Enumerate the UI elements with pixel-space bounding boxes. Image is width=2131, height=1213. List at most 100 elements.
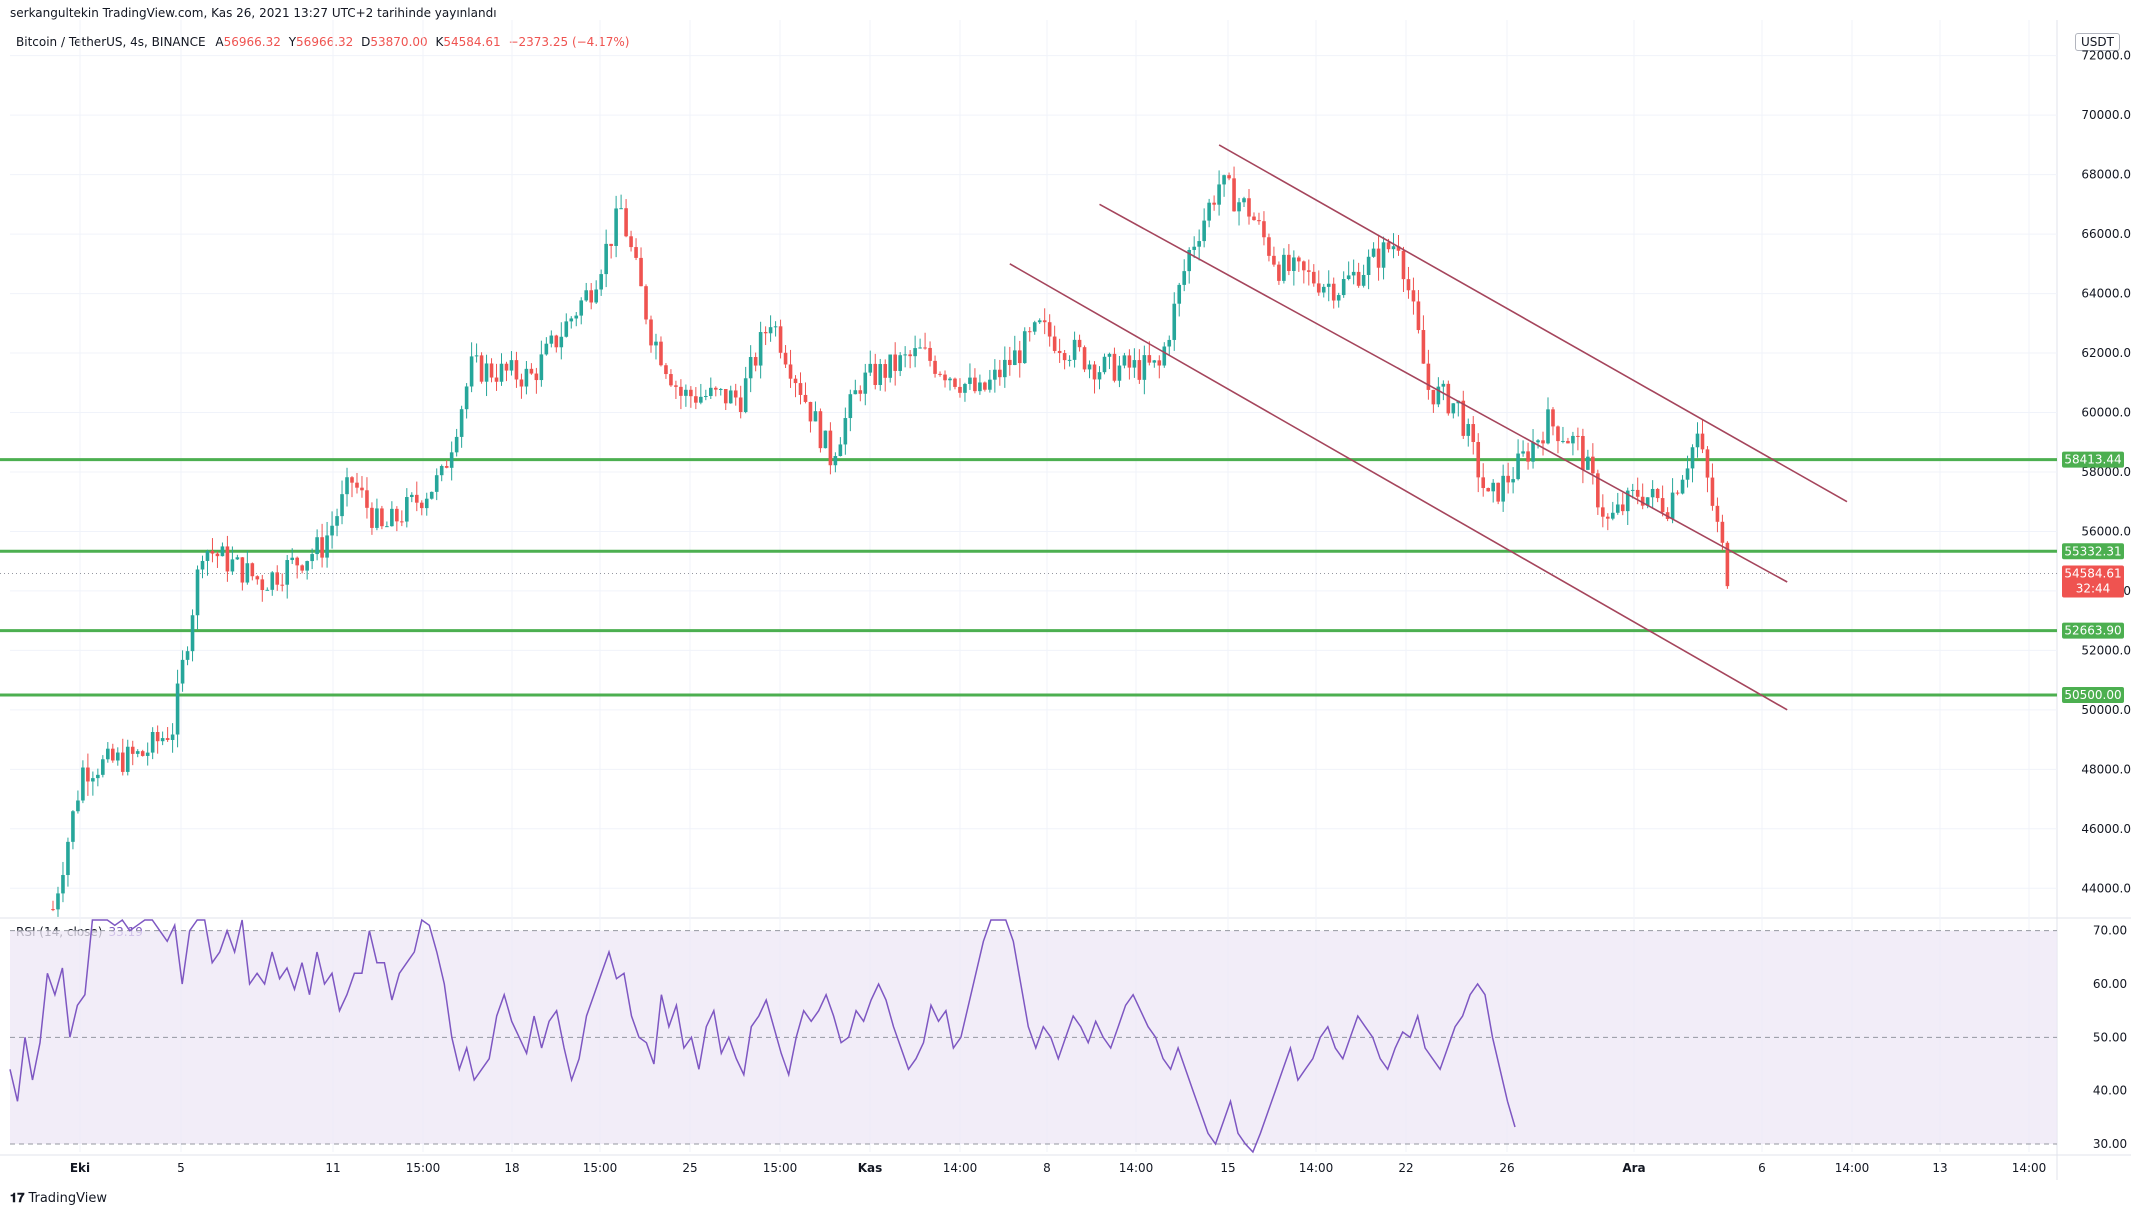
candle-body: [554, 335, 559, 348]
currency-badge[interactable]: USDT: [2075, 33, 2120, 51]
candle-body: [848, 394, 853, 419]
rsi-tick-label: 70.00: [2093, 924, 2127, 938]
candle-body: [170, 734, 175, 740]
rsi-tick-label: 60.00: [2093, 977, 2127, 991]
candle-body: [489, 363, 494, 378]
candle-body: [130, 746, 135, 754]
candle-body: [1082, 347, 1087, 370]
footer-brand[interactable]: TradingView: [28, 1191, 108, 1206]
time-tick-label: Ara: [1622, 1161, 1645, 1175]
high-label: Y: [288, 35, 297, 49]
candle-body: [758, 332, 763, 366]
candle-body: [1067, 359, 1072, 361]
candle-body: [280, 584, 285, 586]
candle-body: [1207, 202, 1211, 221]
channel-lines: [1009, 144, 1848, 711]
rsi-line: [9, 918, 1516, 1154]
candle-body: [469, 356, 474, 387]
candle-body: [180, 659, 185, 684]
candle-body: [1680, 479, 1685, 494]
price-tick-label: 50000.00: [2081, 703, 2131, 717]
candle-body: [953, 378, 957, 387]
candle-body: [405, 497, 409, 522]
candle-body: [434, 475, 439, 492]
candle-body: [285, 560, 290, 585]
candle-body: [988, 379, 992, 390]
time-tick-label: 15:00: [583, 1161, 618, 1175]
candle-body: [718, 388, 723, 390]
candle-body: [1650, 488, 1655, 498]
price-tick-label: 44000.00: [2081, 881, 2131, 895]
candle-body: [1172, 303, 1177, 340]
candle-body: [335, 516, 339, 526]
candle-body: [639, 257, 643, 287]
price-tick-label: 58000.00: [2081, 465, 2131, 479]
candle-body: [91, 778, 95, 782]
change-value: −2373.25 (−4.17%): [508, 35, 630, 49]
candle-body: [1282, 254, 1286, 281]
candle-body: [1620, 504, 1625, 512]
candle-body: [1720, 521, 1725, 543]
candle-body: [1102, 356, 1107, 373]
price-tick-label: 48000.00: [2081, 762, 2131, 776]
candle-body: [400, 521, 404, 523]
candle-body: [1576, 435, 1580, 437]
candle-body: [96, 774, 100, 779]
level-badge-label: 50500.00: [2064, 688, 2121, 702]
candle-body: [315, 537, 319, 555]
candle-body: [1401, 250, 1406, 280]
candle-body: [958, 386, 962, 393]
candle-body: [56, 893, 60, 910]
candle-body: [669, 374, 673, 386]
low-label: D: [361, 35, 371, 49]
candle-body: [788, 364, 793, 379]
candle-body: [1112, 353, 1117, 381]
candle-body: [574, 315, 579, 319]
candle-body: [619, 208, 623, 210]
candle-body: [584, 290, 589, 301]
candle-body: [524, 368, 529, 387]
candle-body: [66, 841, 70, 876]
candle-body: [1516, 453, 1520, 480]
candle-body: [903, 354, 907, 356]
candle-body: [225, 546, 230, 572]
time-tick-label: 25: [682, 1161, 697, 1175]
candle-body: [195, 569, 200, 616]
candle-body: [1581, 436, 1585, 470]
rsi-panel: [9, 918, 2057, 1154]
symbol-name[interactable]: Bitcoin / TetherUS, 4s, BINANCE: [16, 35, 206, 49]
candle-body: [649, 319, 653, 346]
candle-body: [684, 389, 688, 396]
candle-body: [654, 341, 658, 346]
candle-body: [798, 383, 803, 395]
symbol-legend: Bitcoin / TetherUS, 4s, BINANCE A56966.3…: [16, 35, 629, 49]
time-tick-label: 5: [177, 1161, 185, 1175]
candle-body: [444, 466, 449, 468]
candle-body: [235, 557, 240, 560]
candle-body: [1182, 271, 1187, 285]
candle-body: [410, 494, 414, 498]
candle-body: [1670, 492, 1675, 519]
candle-body: [375, 508, 379, 528]
candle-body: [150, 732, 155, 753]
candle-body: [1257, 220, 1261, 222]
candle-body: [689, 389, 693, 397]
candle-body: [1615, 504, 1620, 513]
candle-body: [1486, 488, 1490, 492]
candle-body: [205, 551, 210, 561]
candle-body: [1237, 202, 1241, 212]
candle-body: [1087, 364, 1092, 370]
candle-body: [1187, 249, 1191, 272]
candle-body: [1008, 359, 1012, 366]
candle-body: [624, 208, 628, 237]
candle-body: [1107, 353, 1112, 357]
candle-body: [713, 387, 718, 390]
time-tick-label: 15:00: [763, 1161, 798, 1175]
candle-body: [1262, 221, 1266, 238]
candle-body: [1481, 477, 1486, 489]
time-tick-label: 14:00: [2012, 1161, 2047, 1175]
candle-body: [539, 354, 544, 381]
candle-body: [1057, 350, 1062, 354]
candle-body: [833, 456, 838, 466]
